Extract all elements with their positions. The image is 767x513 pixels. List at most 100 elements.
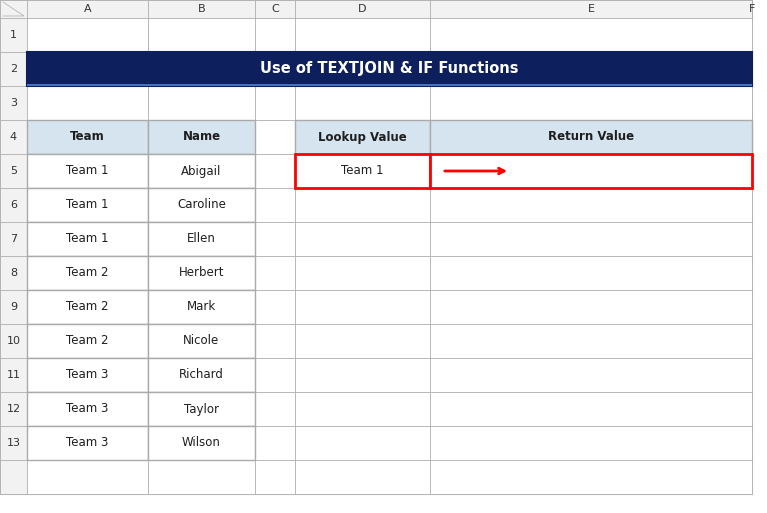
Bar bbox=[430, 120, 752, 154]
Text: B: B bbox=[198, 4, 206, 14]
Text: Wilson: Wilson bbox=[182, 437, 221, 449]
Bar bbox=[295, 120, 430, 154]
Text: Mark: Mark bbox=[187, 301, 216, 313]
Bar bbox=[430, 18, 752, 52]
Bar bbox=[430, 426, 752, 460]
Bar bbox=[148, 188, 255, 222]
Bar bbox=[27, 52, 148, 86]
Bar bbox=[27, 358, 148, 392]
Bar bbox=[255, 154, 295, 188]
Bar bbox=[430, 460, 752, 494]
Bar bbox=[0, 86, 27, 120]
Bar bbox=[295, 0, 430, 18]
Bar bbox=[295, 52, 430, 86]
Bar bbox=[0, 358, 27, 392]
Bar bbox=[430, 188, 752, 222]
Bar bbox=[27, 290, 148, 324]
Bar bbox=[430, 324, 752, 358]
Text: Return Value: Return Value bbox=[548, 130, 634, 144]
Text: Richard: Richard bbox=[179, 368, 224, 382]
Text: Taylor: Taylor bbox=[184, 403, 219, 416]
Bar bbox=[430, 0, 752, 18]
Bar bbox=[295, 392, 430, 426]
Bar bbox=[430, 120, 752, 154]
Bar bbox=[27, 154, 148, 188]
Bar bbox=[255, 392, 295, 426]
Text: Team 3: Team 3 bbox=[66, 403, 109, 416]
Bar bbox=[148, 324, 255, 358]
Bar bbox=[295, 460, 430, 494]
Bar bbox=[148, 0, 255, 18]
Text: 6: 6 bbox=[10, 200, 17, 210]
Bar bbox=[27, 324, 148, 358]
Text: Team 3: Team 3 bbox=[66, 437, 109, 449]
Text: Team: Team bbox=[70, 130, 105, 144]
Bar bbox=[27, 120, 148, 154]
Bar bbox=[148, 188, 255, 222]
Bar bbox=[148, 18, 255, 52]
Text: 13: 13 bbox=[6, 438, 21, 448]
Bar bbox=[255, 86, 295, 120]
Bar bbox=[148, 426, 255, 460]
Bar bbox=[295, 18, 430, 52]
Bar bbox=[295, 86, 430, 120]
Text: Team 1: Team 1 bbox=[66, 199, 109, 211]
Bar bbox=[430, 52, 752, 86]
Bar bbox=[295, 222, 430, 256]
Bar bbox=[430, 86, 752, 120]
Text: Team 2: Team 2 bbox=[66, 266, 109, 280]
Text: 5: 5 bbox=[10, 166, 17, 176]
Bar bbox=[27, 120, 148, 154]
Text: Abigail: Abigail bbox=[181, 165, 222, 177]
Bar bbox=[148, 290, 255, 324]
Text: Name: Name bbox=[183, 130, 221, 144]
Bar bbox=[148, 256, 255, 290]
Bar bbox=[295, 188, 430, 222]
Bar bbox=[255, 460, 295, 494]
Text: D: D bbox=[358, 4, 367, 14]
Bar bbox=[148, 222, 255, 256]
Bar bbox=[255, 426, 295, 460]
Bar bbox=[295, 154, 430, 188]
Text: Team 3: Team 3 bbox=[66, 368, 109, 382]
Bar bbox=[148, 290, 255, 324]
Bar bbox=[148, 358, 255, 392]
Bar bbox=[0, 52, 27, 86]
Bar bbox=[295, 324, 430, 358]
Bar bbox=[27, 256, 148, 290]
Text: 9: 9 bbox=[10, 302, 17, 312]
Bar bbox=[255, 290, 295, 324]
Bar bbox=[255, 0, 295, 18]
Bar bbox=[148, 154, 255, 188]
Bar bbox=[148, 120, 255, 154]
Bar bbox=[27, 426, 148, 460]
Bar bbox=[148, 426, 255, 460]
Text: Team 1: Team 1 bbox=[66, 232, 109, 246]
Bar bbox=[27, 188, 148, 222]
Bar bbox=[27, 222, 148, 256]
Text: E: E bbox=[588, 4, 594, 14]
Bar bbox=[255, 52, 295, 86]
Bar bbox=[148, 460, 255, 494]
Bar bbox=[148, 256, 255, 290]
Bar bbox=[0, 188, 27, 222]
Bar bbox=[0, 222, 27, 256]
Bar bbox=[0, 18, 27, 52]
Bar bbox=[0, 154, 27, 188]
Text: 1: 1 bbox=[10, 30, 17, 40]
Bar bbox=[148, 358, 255, 392]
Bar bbox=[430, 256, 752, 290]
Text: Caroline: Caroline bbox=[177, 199, 226, 211]
Text: 8: 8 bbox=[10, 268, 17, 278]
Text: 3: 3 bbox=[10, 98, 17, 108]
Bar bbox=[27, 154, 148, 188]
Bar bbox=[295, 154, 430, 188]
Bar bbox=[430, 358, 752, 392]
Bar bbox=[27, 0, 148, 18]
Text: Herbert: Herbert bbox=[179, 266, 224, 280]
Text: Team 2: Team 2 bbox=[66, 334, 109, 347]
Text: 12: 12 bbox=[6, 404, 21, 414]
Text: Team 1: Team 1 bbox=[66, 165, 109, 177]
Bar bbox=[27, 222, 148, 256]
Text: C: C bbox=[271, 4, 279, 14]
